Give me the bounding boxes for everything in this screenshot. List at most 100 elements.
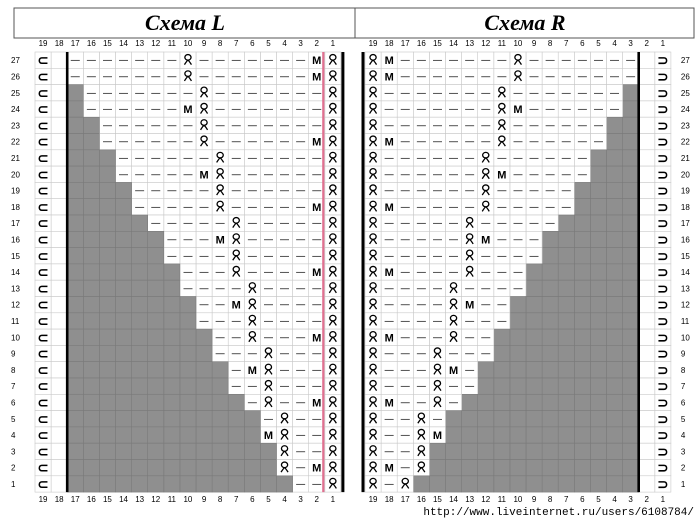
grey-cell bbox=[525, 361, 543, 379]
grey-cell bbox=[509, 393, 527, 411]
grey-cell bbox=[244, 442, 261, 460]
row-label: 24 bbox=[681, 105, 690, 114]
purl-dash: — bbox=[215, 349, 225, 360]
grey-cell bbox=[99, 393, 116, 411]
purl-dash: — bbox=[497, 55, 507, 66]
grid-cell bbox=[50, 133, 68, 151]
grey-cell bbox=[622, 100, 639, 118]
purl-dash: — bbox=[416, 169, 426, 180]
edge-stitch-right-icon: ⊃ bbox=[657, 428, 669, 444]
row-label: 10 bbox=[681, 333, 690, 342]
grey-cell bbox=[606, 296, 623, 314]
edge-stitch-left-icon: ⊂ bbox=[37, 232, 49, 248]
twisted-stitch-icon bbox=[328, 70, 337, 82]
row-label: 24 bbox=[11, 105, 20, 114]
purl-dash: — bbox=[465, 316, 475, 327]
grey-cell bbox=[573, 214, 591, 232]
purl-dash: — bbox=[263, 202, 273, 213]
row-label: 4 bbox=[681, 431, 686, 440]
row-label: 16 bbox=[681, 235, 690, 244]
purl-dash: — bbox=[263, 186, 273, 197]
grey-cell bbox=[66, 182, 84, 199]
grey-cell bbox=[606, 475, 623, 493]
grey-cell bbox=[590, 214, 607, 232]
grey-cell bbox=[622, 198, 639, 216]
twisted-stitch-icon bbox=[328, 200, 337, 212]
column-label-top: 1 bbox=[661, 39, 666, 48]
grey-cell bbox=[557, 345, 575, 362]
grey-cell bbox=[66, 84, 84, 102]
purl-dash: — bbox=[296, 218, 306, 229]
grey-cell bbox=[590, 426, 607, 444]
grey-cell bbox=[622, 296, 639, 314]
purl-dash: — bbox=[231, 365, 241, 376]
chart-title-left: Схема L bbox=[145, 10, 225, 35]
edge-stitch-left-icon: ⊂ bbox=[37, 347, 49, 363]
twisted-stitch-icon bbox=[183, 53, 193, 65]
grey-cell bbox=[66, 296, 84, 314]
column-label-bottom: 12 bbox=[481, 495, 490, 504]
purl-dash: — bbox=[593, 104, 603, 115]
column-label-top: 11 bbox=[168, 39, 177, 48]
column-label-top: 3 bbox=[298, 39, 303, 48]
purl-dash: — bbox=[102, 71, 112, 82]
purl-dash: — bbox=[384, 414, 394, 425]
edge-stitch-right-icon: ⊃ bbox=[657, 249, 669, 265]
twisted-stitch-icon bbox=[513, 53, 523, 65]
purl-dash: — bbox=[432, 267, 442, 278]
make-one-symbol: M bbox=[312, 202, 321, 214]
grid-cell bbox=[50, 116, 68, 134]
column-label-bottom: 11 bbox=[498, 495, 507, 504]
make-one-symbol: M bbox=[199, 169, 208, 181]
row-label: 21 bbox=[681, 154, 690, 163]
purl-dash: — bbox=[183, 251, 193, 262]
purl-dash: — bbox=[416, 104, 426, 115]
purl-dash: — bbox=[167, 137, 177, 148]
purl-dash: — bbox=[384, 186, 394, 197]
purl-dash: — bbox=[513, 120, 523, 131]
purl-dash: — bbox=[183, 186, 193, 197]
grey-cell bbox=[590, 312, 607, 330]
grey-cell bbox=[66, 377, 84, 395]
purl-dash: — bbox=[280, 169, 290, 180]
purl-dash: — bbox=[280, 137, 290, 148]
grey-cell bbox=[66, 231, 84, 248]
make-one-symbol: M bbox=[497, 169, 506, 181]
grey-cell bbox=[66, 426, 84, 444]
column-label-top: 5 bbox=[596, 39, 601, 48]
edge-stitch-left-icon: ⊂ bbox=[37, 379, 49, 395]
grey-cell bbox=[147, 426, 165, 444]
column-label-bottom: 1 bbox=[661, 495, 666, 504]
grey-cell bbox=[99, 442, 116, 460]
grid-cell bbox=[638, 84, 656, 102]
grey-cell bbox=[557, 361, 575, 379]
grey-cell bbox=[195, 442, 213, 460]
column-label-bottom: 6 bbox=[250, 495, 255, 504]
purl-dash: — bbox=[231, 137, 241, 148]
make-one-symbol: M bbox=[385, 202, 394, 214]
purl-dash: — bbox=[400, 186, 410, 197]
purl-dash: — bbox=[529, 120, 539, 131]
purl-dash: — bbox=[432, 300, 442, 311]
column-label-bottom: 9 bbox=[532, 495, 537, 504]
purl-dash: — bbox=[449, 202, 459, 213]
grid-cell bbox=[638, 345, 656, 362]
grid-cell bbox=[50, 149, 68, 167]
grey-cell bbox=[83, 361, 100, 379]
purl-dash: — bbox=[432, 283, 442, 294]
edge-stitch-left-icon: ⊂ bbox=[37, 200, 49, 216]
purl-dash: — bbox=[247, 267, 257, 278]
twisted-stitch-icon bbox=[248, 314, 257, 326]
column-label-top: 4 bbox=[612, 39, 617, 48]
edge-stitch-right-icon: ⊃ bbox=[657, 347, 669, 363]
purl-dash: — bbox=[312, 349, 322, 360]
edge-stitch-left-icon: ⊂ bbox=[37, 118, 49, 134]
row-label: 14 bbox=[11, 268, 20, 277]
purl-dash: — bbox=[247, 137, 257, 148]
purl-dash: — bbox=[215, 283, 225, 294]
purl-dash: — bbox=[400, 202, 410, 213]
grey-cell bbox=[131, 328, 149, 346]
purl-dash: — bbox=[199, 71, 209, 82]
grey-cell bbox=[83, 263, 100, 281]
column-label-top: 15 bbox=[433, 39, 442, 48]
